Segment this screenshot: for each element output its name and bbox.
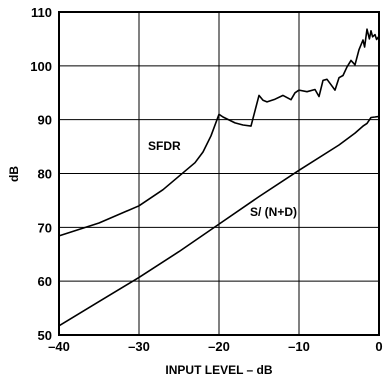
x-tick-label: 0	[375, 339, 382, 354]
series-label-s-n-d: S/ (N+D)	[250, 205, 297, 219]
series-line-s-n-d	[58, 115, 380, 327]
grid-lines	[59, 12, 379, 335]
y-tick-label: 110	[31, 5, 52, 20]
y-axis-label: dB	[7, 166, 21, 182]
x-tick-label: –40	[48, 339, 70, 354]
data-series	[58, 28, 380, 327]
x-tick-label: –20	[208, 339, 230, 354]
x-tick-label: –10	[288, 339, 310, 354]
series-label-sfdr: SFDR	[148, 139, 181, 153]
plot-frame	[58, 11, 380, 336]
x-axis-label: INPUT LEVEL – dB	[165, 363, 272, 377]
series-line-sfdr	[58, 28, 380, 237]
y-tick-label: 100	[30, 59, 52, 74]
y-tick-label: 60	[38, 274, 52, 289]
series-labels: SFDR S/ (N+D)	[148, 139, 297, 219]
y-tick-label: 80	[38, 167, 52, 182]
x-tick-label: –30	[128, 339, 150, 354]
axis-ticks: –40 –30 –20 –10 0 50 60 70 80 90 100 110	[30, 5, 382, 354]
y-tick-label: 50	[38, 328, 52, 343]
y-tick-label: 90	[38, 113, 52, 128]
y-tick-label: 70	[38, 220, 52, 235]
